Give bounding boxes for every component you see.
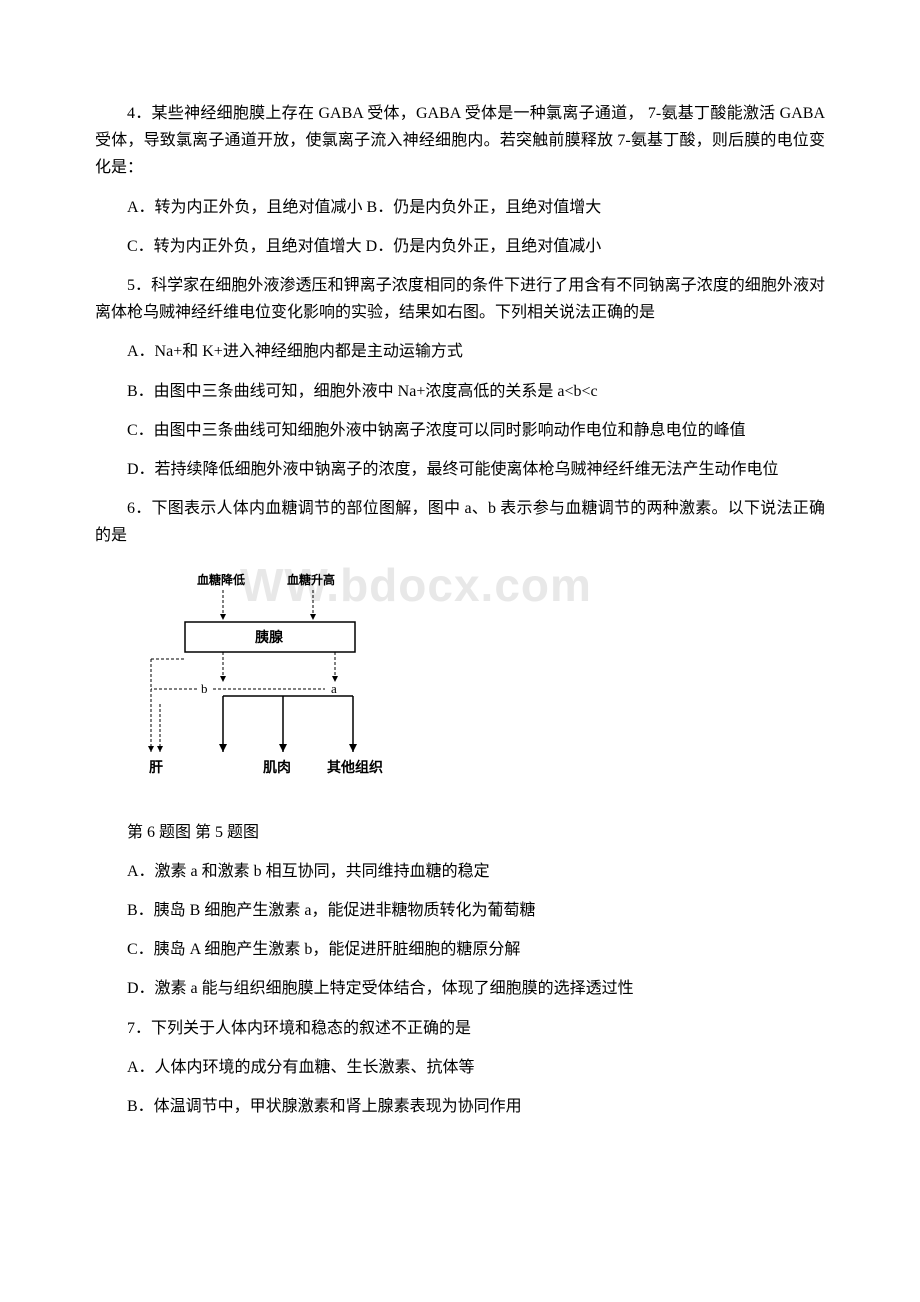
q6-opt-d: D．激素 a 能与组织细胞膜上特定受体结合，体现了细胞膜的选择透过性 (95, 975, 825, 1002)
svg-text:血糖升高: 血糖升高 (287, 572, 335, 587)
q6-caption: 第 6 题图 第 5 题图 (95, 819, 825, 846)
svg-text:血糖降低: 血糖降低 (197, 572, 245, 587)
q4-stem: 4．某些神经细胞膜上存在 GABA 受体，GABA 受体是一种氯离子通道， 7-… (95, 100, 825, 182)
q5-opt-c: C．由图中三条曲线可知细胞外液中钠离子浓度可以同时影响动作电位和静息电位的峰值 (95, 417, 825, 444)
q6-opt-b: B．胰岛 B 细胞产生激素 a，能促进非糖物质转化为葡萄糖 (95, 897, 825, 924)
svg-text:b: b (201, 681, 208, 696)
q4-opt-cd: C．转为内正外负，且绝对值增大 D．仍是内负外正，且绝对值减小 (95, 233, 825, 260)
q5-stem: 5．科学家在细胞外液渗透压和钾离子浓度相同的条件下进行了用含有不同钠离子浓度的细… (95, 272, 825, 326)
svg-text:肝: 肝 (149, 760, 163, 776)
q6-stem: 6．下图表示人体内血糖调节的部位图解，图中 a、b 表示参与血糖调节的两种激素。… (95, 495, 825, 549)
svg-text:其他组织: 其他组织 (327, 759, 383, 776)
q5-opt-d: D．若持续降低细胞外液中钠离子的浓度，最终可能使离体枪乌贼神经纤维无法产生动作电… (95, 456, 825, 483)
q7-stem: 7．下列关于人体内环境和稳态的叙述不正确的是 (95, 1015, 825, 1042)
q6-diagram: 血糖降低 血糖升高 胰腺 b a (135, 564, 825, 803)
q6-diagram-container: WW.bdocx.com 血糖降低 血糖升高 胰腺 b a (135, 564, 825, 803)
q7-opt-a: A．人体内环境的成分有血糖、生长激素、抗体等 (95, 1054, 825, 1081)
q5-opt-a: A．Na+和 K+进入神经细胞内都是主动运输方式 (95, 338, 825, 365)
q5-opt-b: B．由图中三条曲线可知，细胞外液中 Na+浓度高低的关系是 a<b<c (95, 378, 825, 405)
svg-text:胰腺: 胰腺 (255, 629, 284, 646)
q6-opt-c: C．胰岛 A 细胞产生激素 b，能促进肝脏细胞的糖原分解 (95, 936, 825, 963)
svg-text:a: a (331, 681, 337, 696)
q4-opt-ab: A．转为内正外负，且绝对值减小 B．仍是内负外正，且绝对值增大 (95, 194, 825, 221)
svg-text:肌肉: 肌肉 (263, 759, 291, 776)
q6-opt-a: A．激素 a 和激素 b 相互协同，共同维持血糖的稳定 (95, 858, 825, 885)
q7-opt-b: B．体温调节中，甲状腺激素和肾上腺素表现为协同作用 (95, 1093, 825, 1120)
